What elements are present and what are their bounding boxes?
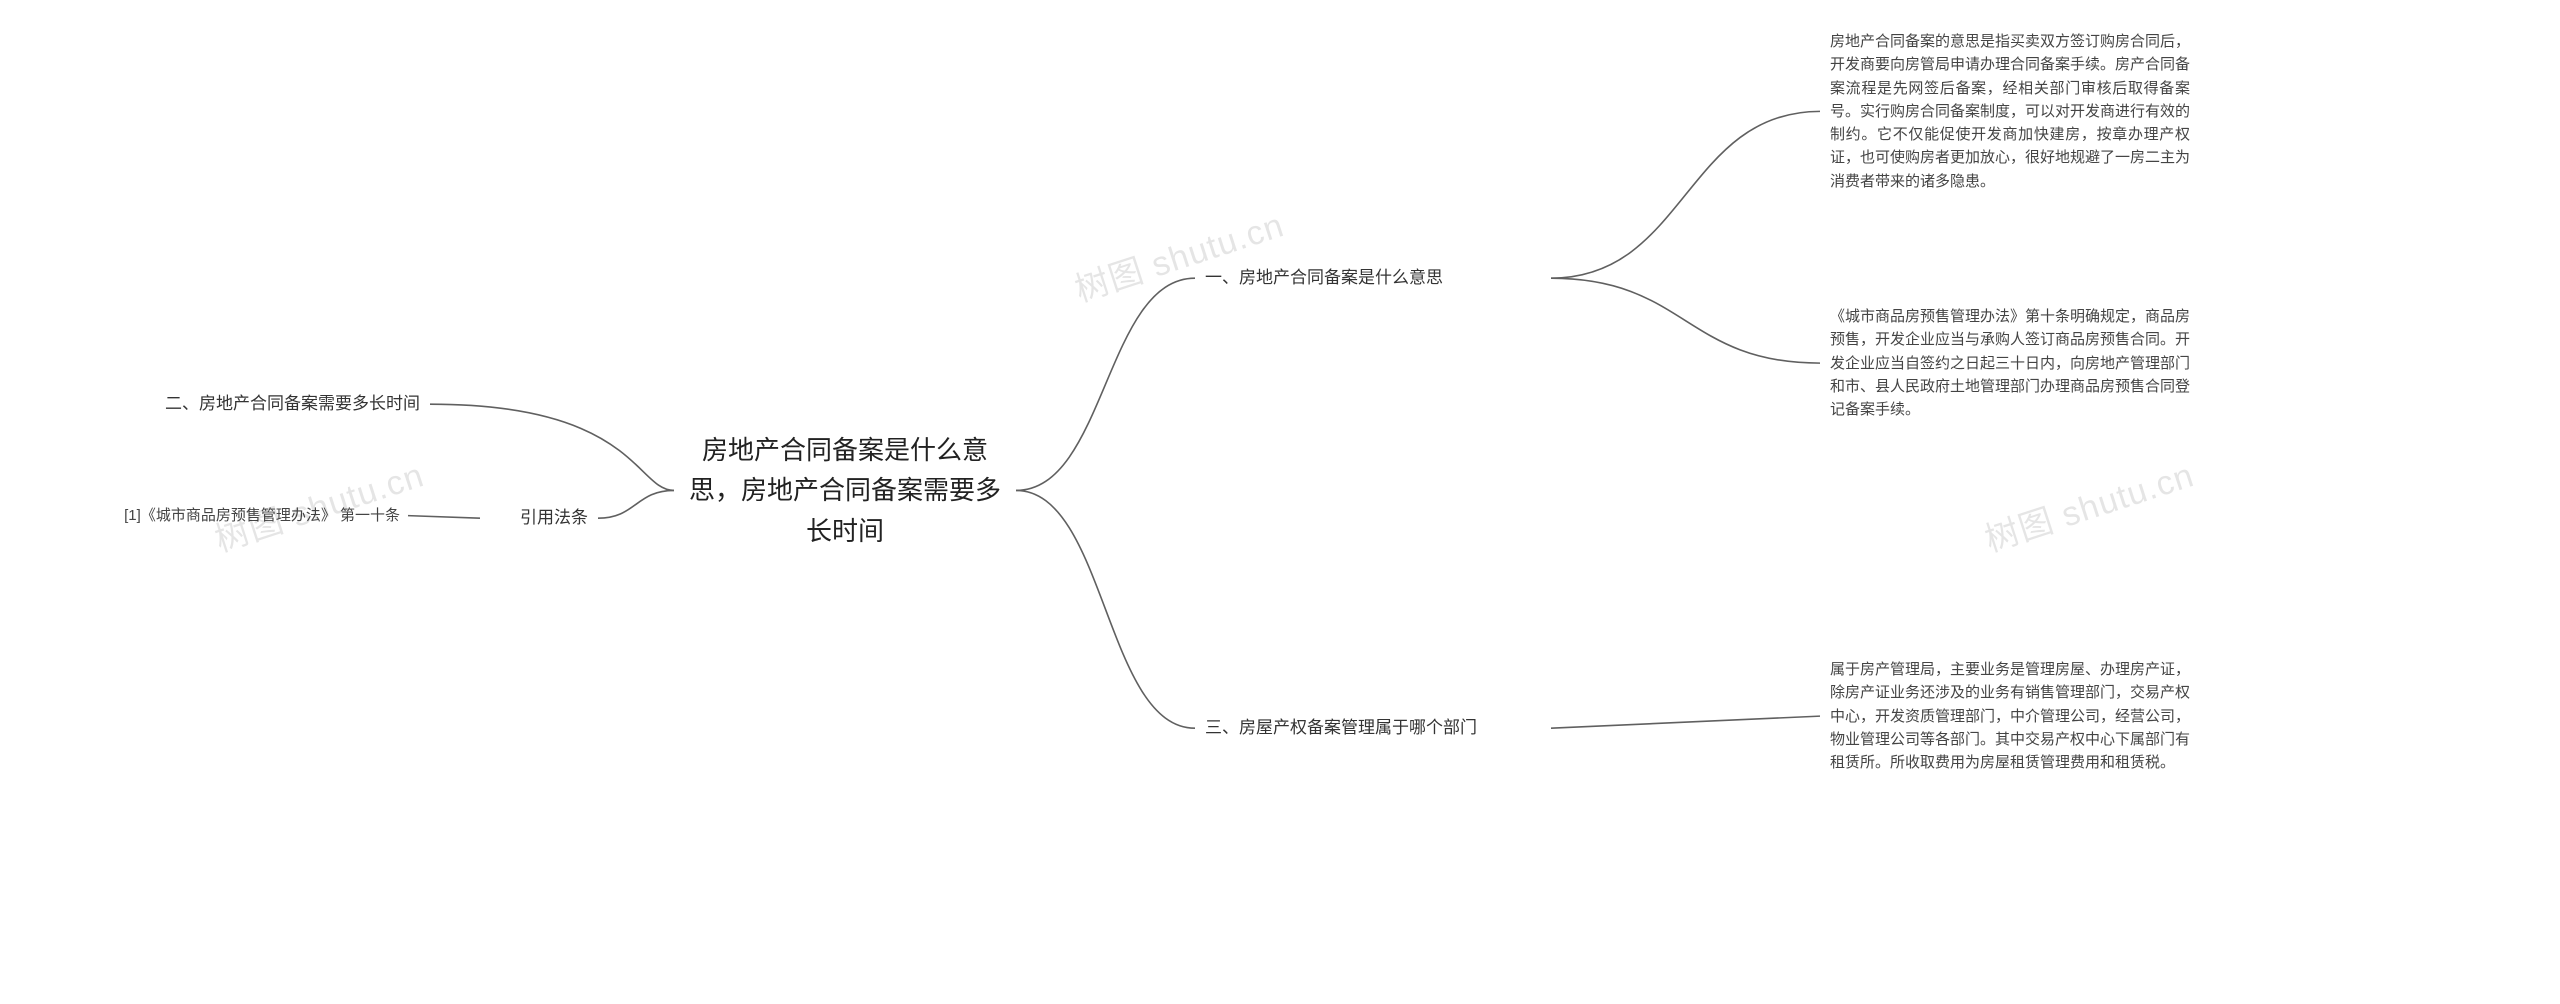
branch-section-2: 二、房地产合同备案需要多长时间 [100,391,420,417]
watermark: 树图 shutu.cn [1978,448,2200,562]
watermark: 树图 shutu.cn [1068,198,1290,312]
branch-section-3: 三、房屋产权备案管理属于哪个部门 [1205,715,1545,741]
mindmap-root: 房地产合同备案是什么意思，房地产合同备案需要多长时间 [680,430,1010,551]
leaf-citation-1: [1]《城市商品房预售管理办法》 第一十条 [60,504,400,527]
leaf-section-1-para-1: 房地产合同备案的意思是指买卖双方签订购房合同后，开发商要向房管局申请办理合同备案… [1830,30,2190,193]
branch-section-1: 一、房地产合同备案是什么意思 [1205,265,1545,291]
leaf-section-3-para-1: 属于房产管理局，主要业务是管理房屋、办理房产证，除房产证业务还涉及的业务有销售管… [1830,658,2190,774]
branch-citation: 引用法条 [488,505,588,531]
leaf-section-1-para-2: 《城市商品房预售管理办法》第十条明确规定，商品房预售，开发企业应当与承购人签订商… [1830,305,2190,421]
